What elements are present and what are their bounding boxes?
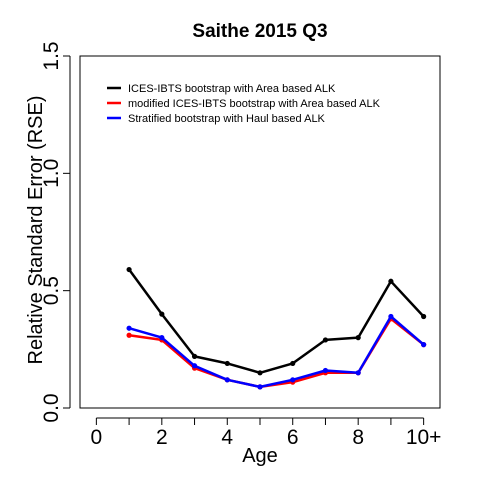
y-axis-label: Relative Standard Error (RSE) — [25, 96, 47, 365]
data-point — [159, 335, 165, 341]
x-tick-label: 10+ — [406, 426, 442, 449]
legend: ICES-IBTS bootstrap with Area based ALK m… — [107, 83, 381, 125]
series-3 — [126, 313, 427, 390]
legend-label: Stratified bootstrap with Haul based ALK — [128, 113, 326, 125]
data-point — [126, 266, 132, 273]
data-point — [290, 360, 296, 367]
data-point — [191, 353, 198, 359]
data-point — [126, 332, 132, 338]
data-point — [126, 325, 132, 331]
data-point — [159, 311, 165, 317]
data-point — [355, 335, 361, 341]
data-point — [322, 367, 329, 374]
data-point — [257, 384, 263, 390]
plot-frame — [79, 55, 441, 409]
y-tick-label: 1.5 — [40, 41, 63, 70]
data-point — [224, 360, 230, 367]
x-tick-label: 8 — [352, 426, 364, 449]
data-point — [191, 363, 198, 369]
y-axis: 0.0 0.5 1.0 1.5 — [40, 41, 71, 423]
x-tick-label: 2 — [156, 426, 168, 449]
data-point — [355, 370, 361, 376]
data-point — [224, 377, 230, 383]
legend-label: ICES-IBTS bootstrap with Area based ALK — [128, 83, 336, 95]
legend-label: modified ICES-IBTS bootstrap with Area b… — [128, 98, 381, 110]
y-tick-label: 0.0 — [40, 393, 63, 422]
data-point — [421, 342, 427, 348]
data-point — [257, 370, 263, 376]
y-tick-label: 0.5 — [40, 276, 63, 305]
y-tick-label: 1.0 — [40, 159, 63, 188]
series-line — [128, 268, 425, 375]
x-tick-label: 6 — [287, 426, 299, 449]
data-point — [421, 313, 427, 320]
chart-title: Saithe 2015 Q3 — [192, 21, 327, 42]
data-point — [322, 337, 329, 343]
series-layer — [126, 266, 427, 390]
data-point — [388, 278, 394, 284]
series-line — [128, 315, 425, 389]
data-point — [388, 313, 394, 320]
x-tick-label: 0 — [91, 426, 103, 449]
x-axis-label: Age — [242, 445, 278, 467]
data-point — [290, 377, 296, 383]
x-tick-label: 4 — [221, 426, 233, 449]
series-1 — [126, 266, 427, 376]
x-axis: 0 2 4 6 8 10+ — [91, 417, 442, 449]
